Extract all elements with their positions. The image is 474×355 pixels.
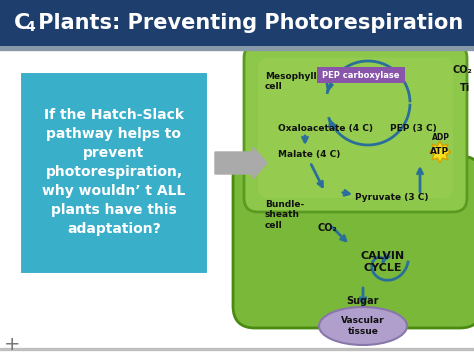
- Text: CALVIN
CYCLE: CALVIN CYCLE: [361, 251, 405, 273]
- FancyBboxPatch shape: [317, 67, 405, 83]
- FancyBboxPatch shape: [0, 50, 474, 355]
- Text: 4: 4: [25, 20, 35, 34]
- Text: If the Hatch-Slack
pathway helps to
prevent
photorespiration,
why wouldn’ t ALL
: If the Hatch-Slack pathway helps to prev…: [42, 108, 186, 236]
- FancyBboxPatch shape: [258, 58, 453, 198]
- Ellipse shape: [319, 307, 407, 345]
- Text: Ti: Ti: [460, 83, 470, 93]
- Text: ATP: ATP: [430, 147, 449, 157]
- Text: ADP: ADP: [432, 133, 450, 142]
- Text: Plants: Preventing Photorespiration: Plants: Preventing Photorespiration: [31, 13, 463, 33]
- Text: C: C: [14, 13, 30, 33]
- FancyBboxPatch shape: [244, 44, 467, 212]
- Text: Pyruvate (3 C): Pyruvate (3 C): [355, 193, 428, 202]
- FancyBboxPatch shape: [233, 156, 474, 328]
- Text: Vascular
tissue: Vascular tissue: [341, 316, 385, 336]
- FancyBboxPatch shape: [0, 0, 474, 46]
- Text: Oxaloacetate (4 C): Oxaloacetate (4 C): [278, 124, 373, 132]
- Text: Bundle-
sheath
cell: Bundle- sheath cell: [265, 200, 304, 230]
- Text: PEP carboxylase: PEP carboxylase: [322, 71, 400, 80]
- Text: Mesophyll
cell: Mesophyll cell: [265, 72, 317, 91]
- Text: PEP (3 C): PEP (3 C): [390, 124, 437, 132]
- Text: +: +: [4, 335, 20, 355]
- FancyBboxPatch shape: [20, 72, 208, 274]
- FancyArrow shape: [215, 147, 267, 179]
- Polygon shape: [429, 141, 451, 163]
- Text: Malate (4 C): Malate (4 C): [278, 151, 340, 159]
- Text: CO₂: CO₂: [453, 65, 473, 75]
- Text: Sugar: Sugar: [347, 296, 379, 306]
- Text: CO₂: CO₂: [318, 223, 338, 233]
